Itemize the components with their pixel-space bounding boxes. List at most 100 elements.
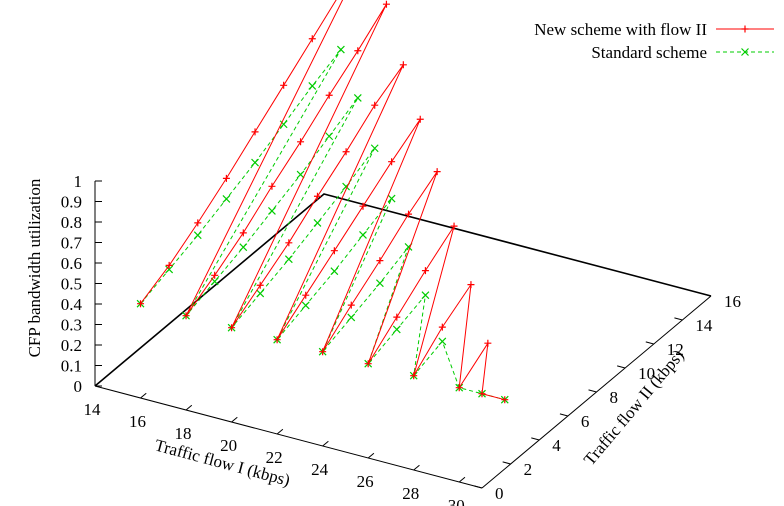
x-tick-label: 18	[175, 424, 192, 443]
legend-marker-new-scheme	[741, 25, 749, 33]
data-point-marker	[421, 291, 430, 300]
data-point-marker	[222, 194, 231, 203]
data-point-marker	[450, 222, 458, 230]
legend: New scheme with flow II Standard scheme	[534, 20, 774, 62]
data-point-marker	[228, 324, 236, 332]
x-tick-label: 22	[266, 448, 283, 467]
data-point-marker	[347, 313, 356, 322]
x-tick-mark	[276, 428, 284, 435]
data-point-marker	[421, 267, 429, 275]
data-point-marker	[330, 267, 339, 276]
x-tick-mark	[322, 440, 329, 447]
data-point-marker	[359, 202, 367, 210]
y-tick-label: 0	[495, 484, 504, 503]
x-tick-label: 24	[311, 460, 329, 479]
y-tick-mark	[645, 341, 654, 345]
data-point-marker	[256, 281, 264, 289]
x-axis-line	[94, 385, 483, 489]
y-tick-mark	[559, 413, 569, 417]
data-point-marker	[313, 192, 321, 200]
data-point-marker	[268, 206, 276, 215]
x-tick-label: 30	[448, 496, 465, 506]
z-tick-label: 1	[74, 172, 83, 191]
series-line	[140, 0, 505, 401]
legend-label-new-scheme: New scheme with flow II	[534, 20, 707, 39]
data-point-marker	[301, 301, 310, 310]
data-point-marker	[416, 115, 424, 123]
x-tick-mark	[140, 392, 147, 399]
data-point-marker	[354, 47, 362, 55]
data-point-marker	[319, 348, 327, 356]
z-tick-label: 0.7	[61, 234, 83, 253]
data-point-marker	[251, 128, 259, 136]
data-point-marker	[239, 229, 247, 237]
z-tick-label: 0.2	[61, 336, 82, 355]
y-tick-label: 16	[724, 292, 741, 311]
y-tick-label: 6	[581, 412, 590, 431]
data-point-marker	[285, 239, 293, 247]
z-tick-label: 0	[74, 377, 83, 396]
y-tick-label: 2	[524, 460, 533, 479]
data-point-marker	[330, 247, 338, 255]
x-tick-mark	[367, 452, 375, 459]
y-tick-mark	[502, 461, 511, 465]
z-axis-label: CFP bandwidth utilization	[25, 178, 44, 357]
series-new-scheme	[137, 0, 509, 404]
data-point-marker	[137, 300, 145, 308]
data-point-marker	[364, 360, 372, 368]
data-point-marker	[280, 81, 288, 89]
data-point-marker	[284, 255, 293, 264]
data-point-marker	[302, 291, 310, 299]
data-point-marker	[410, 372, 418, 380]
y-tick-mark	[617, 365, 626, 369]
back-frame	[94, 193, 712, 387]
series-line	[140, 49, 505, 401]
data-point-marker	[336, 45, 345, 54]
data-point-marker	[371, 101, 379, 109]
x-tick-mark	[94, 380, 102, 387]
y-tick-label: 8	[610, 388, 619, 407]
z-tick-label: 0.1	[61, 357, 82, 376]
x-tick-label: 26	[357, 472, 374, 491]
data-point-marker	[359, 230, 367, 239]
data-point-marker	[353, 93, 362, 102]
legend-marker-standard	[741, 48, 749, 56]
y-tick-mark	[473, 485, 483, 489]
data-point-marker	[182, 312, 190, 320]
data-point-marker	[393, 313, 401, 321]
data-point-marker	[501, 396, 509, 404]
data-point-marker	[370, 144, 379, 153]
z-tick-label: 0.6	[61, 254, 82, 273]
series-layer	[136, 0, 509, 404]
data-point-marker	[382, 0, 390, 8]
data-point-marker	[342, 148, 350, 156]
data-point-marker	[297, 138, 305, 146]
data-point-marker	[467, 281, 475, 289]
data-point-marker	[308, 81, 317, 90]
x-tick-mark	[458, 476, 466, 483]
axis-ticks: 00.10.20.30.40.50.60.70.80.9114161820222…	[61, 172, 741, 506]
data-point-marker	[296, 170, 305, 179]
axes-frame	[94, 181, 712, 489]
data-point-marker	[455, 384, 463, 392]
x-tick-label: 28	[402, 484, 419, 503]
y-tick-mark	[531, 437, 540, 441]
data-point-marker	[388, 158, 396, 166]
data-point-marker	[194, 219, 202, 227]
y-tick-mark	[588, 389, 597, 393]
data-point-marker	[387, 194, 396, 203]
z-tick-label: 0.9	[61, 193, 82, 212]
data-point-marker	[438, 337, 447, 346]
y-tick-label: 4	[552, 436, 561, 455]
y-tick-label: 12	[667, 340, 684, 359]
data-point-marker	[484, 339, 492, 347]
z-tick-label: 0.5	[61, 275, 82, 294]
data-point-marker	[325, 132, 334, 141]
data-point-marker	[478, 390, 486, 398]
data-point-marker	[193, 231, 202, 240]
x-tick-label: 20	[220, 436, 237, 455]
y-axis-label: Traffic flow II (kbps)	[580, 346, 688, 469]
data-point-marker	[347, 301, 355, 309]
data-point-marker	[313, 218, 322, 227]
